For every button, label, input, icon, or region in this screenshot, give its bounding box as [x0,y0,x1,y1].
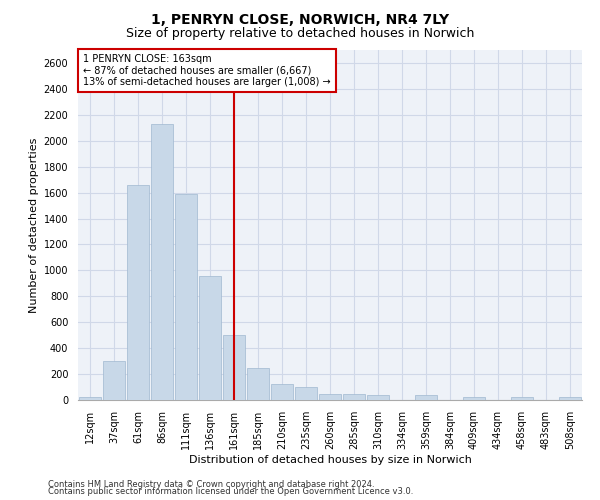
Text: 1, PENRYN CLOSE, NORWICH, NR4 7LY: 1, PENRYN CLOSE, NORWICH, NR4 7LY [151,12,449,26]
Bar [151,124,173,400]
Bar [271,384,293,400]
Bar [199,276,221,400]
Bar [79,397,101,400]
Text: 1 PENRYN CLOSE: 163sqm
← 87% of detached houses are smaller (6,667)
13% of semi-: 1 PENRYN CLOSE: 163sqm ← 87% of detached… [83,54,331,86]
Bar [175,194,197,400]
Bar [103,361,125,400]
Bar [295,387,317,400]
Bar [367,396,389,400]
Bar [247,368,269,400]
Bar [223,335,245,400]
Bar [463,398,485,400]
Bar [559,397,581,400]
Text: Contains HM Land Registry data © Crown copyright and database right 2024.: Contains HM Land Registry data © Crown c… [48,480,374,489]
Text: Size of property relative to detached houses in Norwich: Size of property relative to detached ho… [126,28,474,40]
Text: Contains public sector information licensed under the Open Government Licence v3: Contains public sector information licen… [48,487,413,496]
Bar [127,185,149,400]
Bar [415,396,437,400]
Y-axis label: Number of detached properties: Number of detached properties [29,138,40,312]
X-axis label: Distribution of detached houses by size in Norwich: Distribution of detached houses by size … [188,454,472,464]
Bar [511,398,533,400]
Bar [319,394,341,400]
Bar [343,394,365,400]
